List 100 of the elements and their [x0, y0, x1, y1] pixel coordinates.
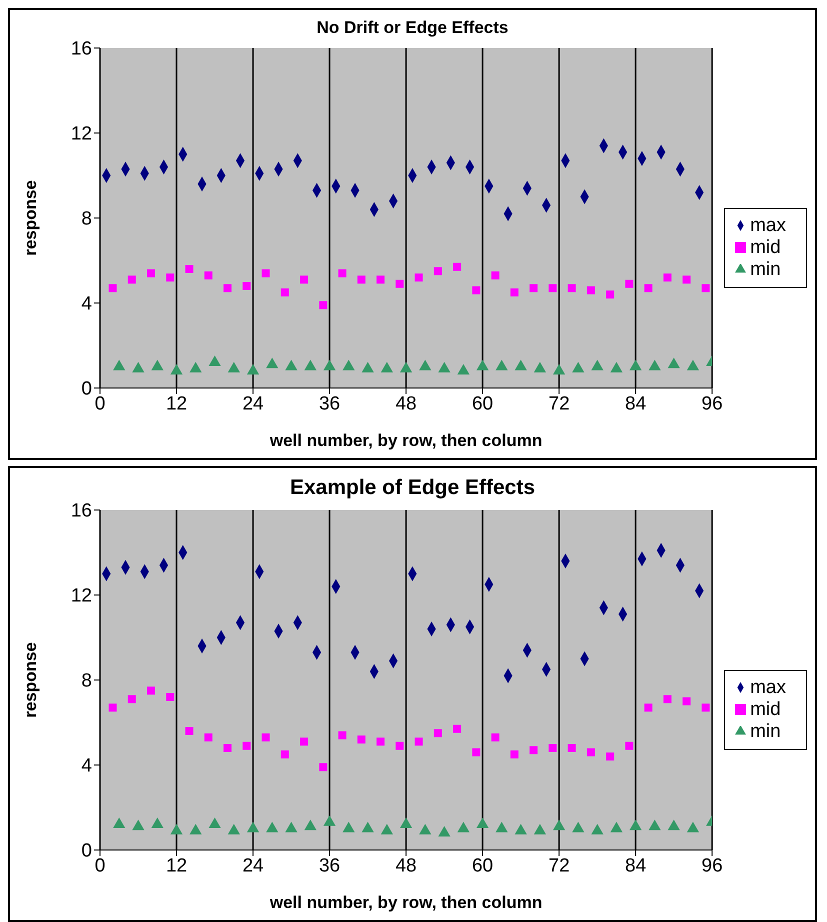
- point: [472, 286, 480, 294]
- point: [380, 362, 393, 372]
- point: [185, 265, 194, 273]
- point: [396, 742, 404, 750]
- point: [262, 269, 270, 278]
- chart-title: Example of Edge Effects: [288, 475, 536, 500]
- y-tick-label: 0: [81, 378, 92, 400]
- x-axis-title: well number, by row, then column: [268, 893, 542, 912]
- point: [419, 360, 432, 370]
- legend-label: min: [750, 259, 781, 280]
- x-tick-label: 84: [625, 855, 647, 876]
- point: [476, 360, 489, 370]
- point: [668, 820, 680, 830]
- x-tick-label: 60: [472, 393, 494, 414]
- point: [323, 360, 336, 370]
- point: [170, 824, 183, 834]
- x-tick-label: 72: [548, 393, 570, 414]
- point: [568, 744, 576, 752]
- point: [108, 284, 117, 292]
- legend-label: min: [750, 721, 781, 742]
- point: [457, 364, 470, 375]
- point: [170, 364, 183, 375]
- point: [491, 271, 500, 280]
- point: [266, 358, 278, 368]
- point: [648, 360, 661, 370]
- point: [457, 822, 470, 832]
- y-tick-label: 4: [81, 756, 92, 777]
- point: [644, 704, 652, 712]
- point: [376, 738, 385, 746]
- y-axis-title: response: [21, 642, 40, 718]
- point: [548, 744, 557, 752]
- point: [682, 697, 691, 706]
- point: [224, 284, 232, 292]
- x-tick-label: 0: [94, 393, 106, 414]
- point: [228, 824, 240, 834]
- point: [491, 733, 500, 742]
- point: [591, 824, 604, 834]
- point: [438, 826, 450, 837]
- point: [702, 704, 710, 712]
- point: [147, 686, 156, 695]
- point: [586, 748, 595, 756]
- point: [285, 360, 298, 370]
- point: [224, 744, 232, 752]
- y-tick-label: 0: [81, 840, 92, 862]
- x-tick-label: 48: [395, 855, 417, 876]
- point: [476, 817, 489, 828]
- x-tick-label: 96: [702, 393, 723, 414]
- point: [414, 738, 423, 746]
- point: [132, 820, 144, 830]
- point: [362, 362, 374, 372]
- point: [663, 695, 672, 704]
- legend-label: max: [750, 215, 786, 236]
- point: [572, 822, 584, 832]
- point: [190, 362, 202, 372]
- point: [496, 360, 508, 370]
- point: [663, 274, 672, 282]
- point: [113, 360, 126, 370]
- point: [280, 288, 289, 296]
- point: [113, 817, 126, 828]
- point: [266, 822, 278, 832]
- point: [610, 362, 623, 372]
- chart-title: No Drift or Edge Effects: [316, 17, 510, 38]
- y-axis-title: response: [21, 180, 40, 256]
- point: [208, 817, 221, 828]
- point: [514, 360, 527, 370]
- legend-label: max: [750, 677, 786, 698]
- y-tick-label: 8: [81, 670, 92, 692]
- point: [586, 286, 595, 294]
- x-tick-label: 84: [625, 393, 647, 414]
- point: [128, 276, 136, 284]
- point: [414, 274, 423, 282]
- point: [572, 362, 584, 372]
- x-tick-label: 60: [472, 855, 494, 876]
- point: [151, 817, 164, 828]
- point: [190, 824, 202, 834]
- point: [323, 815, 336, 826]
- point: [246, 822, 260, 832]
- point: [342, 360, 355, 370]
- point: [380, 824, 393, 834]
- point: [147, 269, 156, 278]
- point: [453, 724, 462, 733]
- point: [630, 820, 642, 830]
- x-tick-label: 0: [94, 855, 106, 876]
- x-tick-label: 72: [548, 855, 570, 876]
- point: [166, 693, 174, 701]
- point: [552, 820, 566, 830]
- point: [644, 284, 652, 292]
- y-tick-label: 12: [70, 586, 92, 607]
- point: [132, 362, 144, 372]
- point: [362, 822, 374, 832]
- point: [319, 763, 328, 772]
- point: [419, 824, 432, 834]
- point: [304, 820, 316, 830]
- point: [496, 822, 508, 832]
- x-tick-label: 96: [702, 855, 723, 876]
- point: [376, 276, 385, 284]
- point: [625, 742, 634, 750]
- point: [204, 271, 212, 280]
- point: [510, 288, 518, 296]
- point: [530, 284, 538, 292]
